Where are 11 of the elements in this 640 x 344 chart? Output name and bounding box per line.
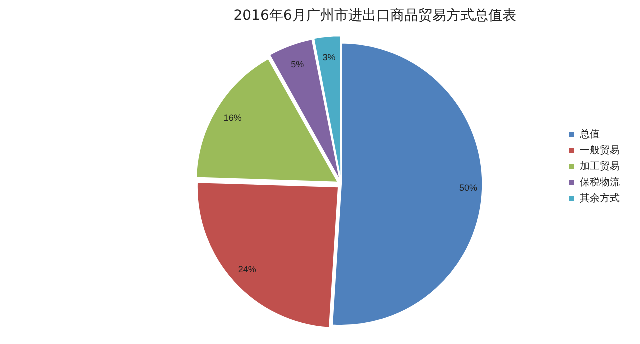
data-label: 5% xyxy=(291,60,304,70)
legend-label: 一般贸易 xyxy=(580,144,620,157)
legend-label: 其余方式 xyxy=(580,192,620,205)
data-label: 50% xyxy=(460,182,478,193)
data-label: 16% xyxy=(224,112,242,123)
data-label: 24% xyxy=(238,264,256,274)
legend-label: 总值 xyxy=(579,128,600,141)
data-label: 3% xyxy=(322,52,336,62)
legend-label: 加工贸易 xyxy=(580,160,620,173)
chart-title: 2016年6月广州市进出口商品贸易方式总值表 xyxy=(234,8,516,24)
legend-label: 保税物流 xyxy=(580,176,620,189)
